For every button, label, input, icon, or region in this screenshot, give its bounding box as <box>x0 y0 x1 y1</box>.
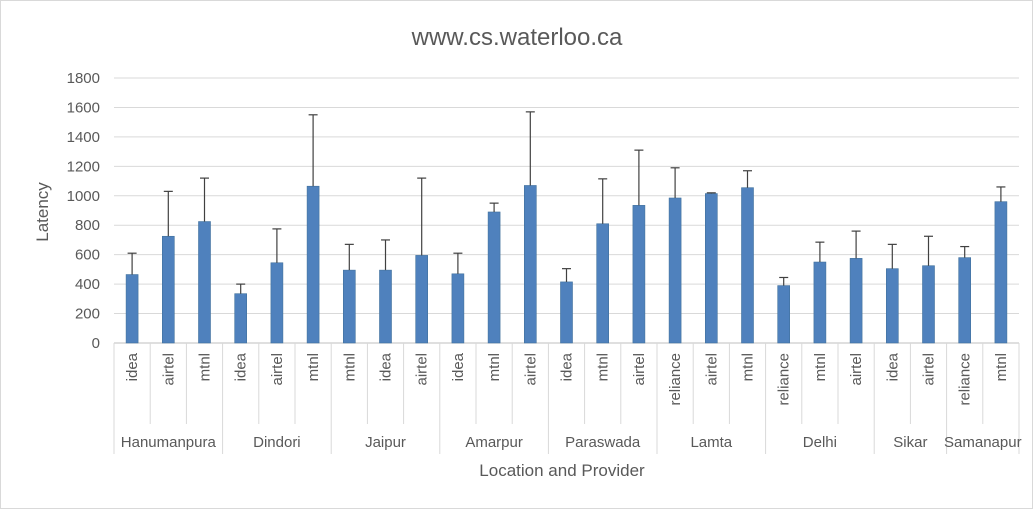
y-tick-label: 600 <box>75 247 100 264</box>
location-label: Lamta <box>690 434 732 451</box>
bar <box>668 197 682 344</box>
location-label: Jaipur <box>365 434 406 451</box>
y-tick-label: 1600 <box>67 99 100 116</box>
bar <box>487 211 501 344</box>
bar <box>632 205 646 344</box>
bar <box>741 187 754 344</box>
provider-label: airtel <box>703 353 720 386</box>
provider-label: idea <box>884 352 901 381</box>
provider-label: idea <box>233 352 250 381</box>
provider-label: mtnl <box>197 353 214 381</box>
bar <box>704 193 718 344</box>
location-label: Paraswada <box>565 434 641 451</box>
bar <box>451 273 465 344</box>
bar <box>162 235 175 344</box>
bar <box>560 281 573 344</box>
y-axis-ticks: 0 200 400 600 800 1000 1200 1400 1600 1800 <box>67 70 100 352</box>
location-label: Samanapur <box>944 434 1022 451</box>
bar <box>415 255 429 344</box>
provider-label: mtnl <box>740 353 757 381</box>
bar <box>342 269 356 344</box>
y-axis-title: Latency <box>33 182 52 242</box>
location-label: Delhi <box>803 434 837 451</box>
bar <box>994 201 1008 344</box>
provider-label: airtel <box>414 353 431 386</box>
provider-label: idea <box>559 352 576 381</box>
bar <box>270 262 284 344</box>
bar <box>922 265 935 344</box>
bar <box>523 185 537 344</box>
provider-label: airtel <box>522 353 539 386</box>
bar-series <box>125 111 1008 344</box>
bar <box>596 223 610 344</box>
location-label: Dindori <box>253 434 301 451</box>
provider-label: airtel <box>160 353 177 386</box>
provider-label: mtnl <box>993 353 1010 381</box>
bar <box>125 274 139 344</box>
provider-label: mtnl <box>305 353 322 381</box>
y-tick-label: 800 <box>75 217 100 234</box>
provider-label: idea <box>124 352 141 381</box>
x-axis: idea airtel mtnl idea airtel mtnl mtnl idea airt… <box>113 343 1022 454</box>
bar <box>813 261 827 344</box>
provider-label: idea <box>378 352 395 381</box>
location-label: Hanumanpura <box>121 434 217 451</box>
x-axis-title: Location and Provider <box>479 461 645 480</box>
location-label: Sikar <box>893 434 927 451</box>
y-tick-label: 1400 <box>67 129 100 146</box>
bar <box>234 293 247 344</box>
y-tick-label: 0 <box>92 335 100 352</box>
bar <box>849 258 863 344</box>
bar <box>379 269 392 344</box>
provider-label: airtel <box>848 353 865 386</box>
y-tick-label: 1200 <box>67 158 100 175</box>
provider-label: reliance <box>667 353 684 406</box>
provider-label: airtel <box>269 353 286 386</box>
bar <box>777 285 791 344</box>
provider-label: airtel <box>921 353 938 386</box>
gridlines <box>114 77 1019 344</box>
provider-label: reliance <box>957 353 974 406</box>
bar <box>958 257 972 344</box>
y-tick-label: 1000 <box>67 188 100 205</box>
y-tick-label: 400 <box>75 276 100 293</box>
provider-label: mtnl <box>341 353 358 381</box>
chart-title: www.cs.waterloo.ca <box>411 24 623 51</box>
y-tick-label: 1800 <box>67 70 100 87</box>
provider-label: mtnl <box>812 353 829 381</box>
bar <box>885 268 899 344</box>
bar <box>198 221 211 344</box>
provider-label: reliance <box>776 353 793 406</box>
bar <box>306 185 320 344</box>
provider-label: mtnl <box>486 353 503 381</box>
location-label: Amarpur <box>465 434 523 451</box>
provider-label: idea <box>450 352 467 381</box>
y-tick-label: 200 <box>75 306 100 323</box>
provider-label: airtel <box>631 353 648 386</box>
provider-label: mtnl <box>595 353 612 381</box>
